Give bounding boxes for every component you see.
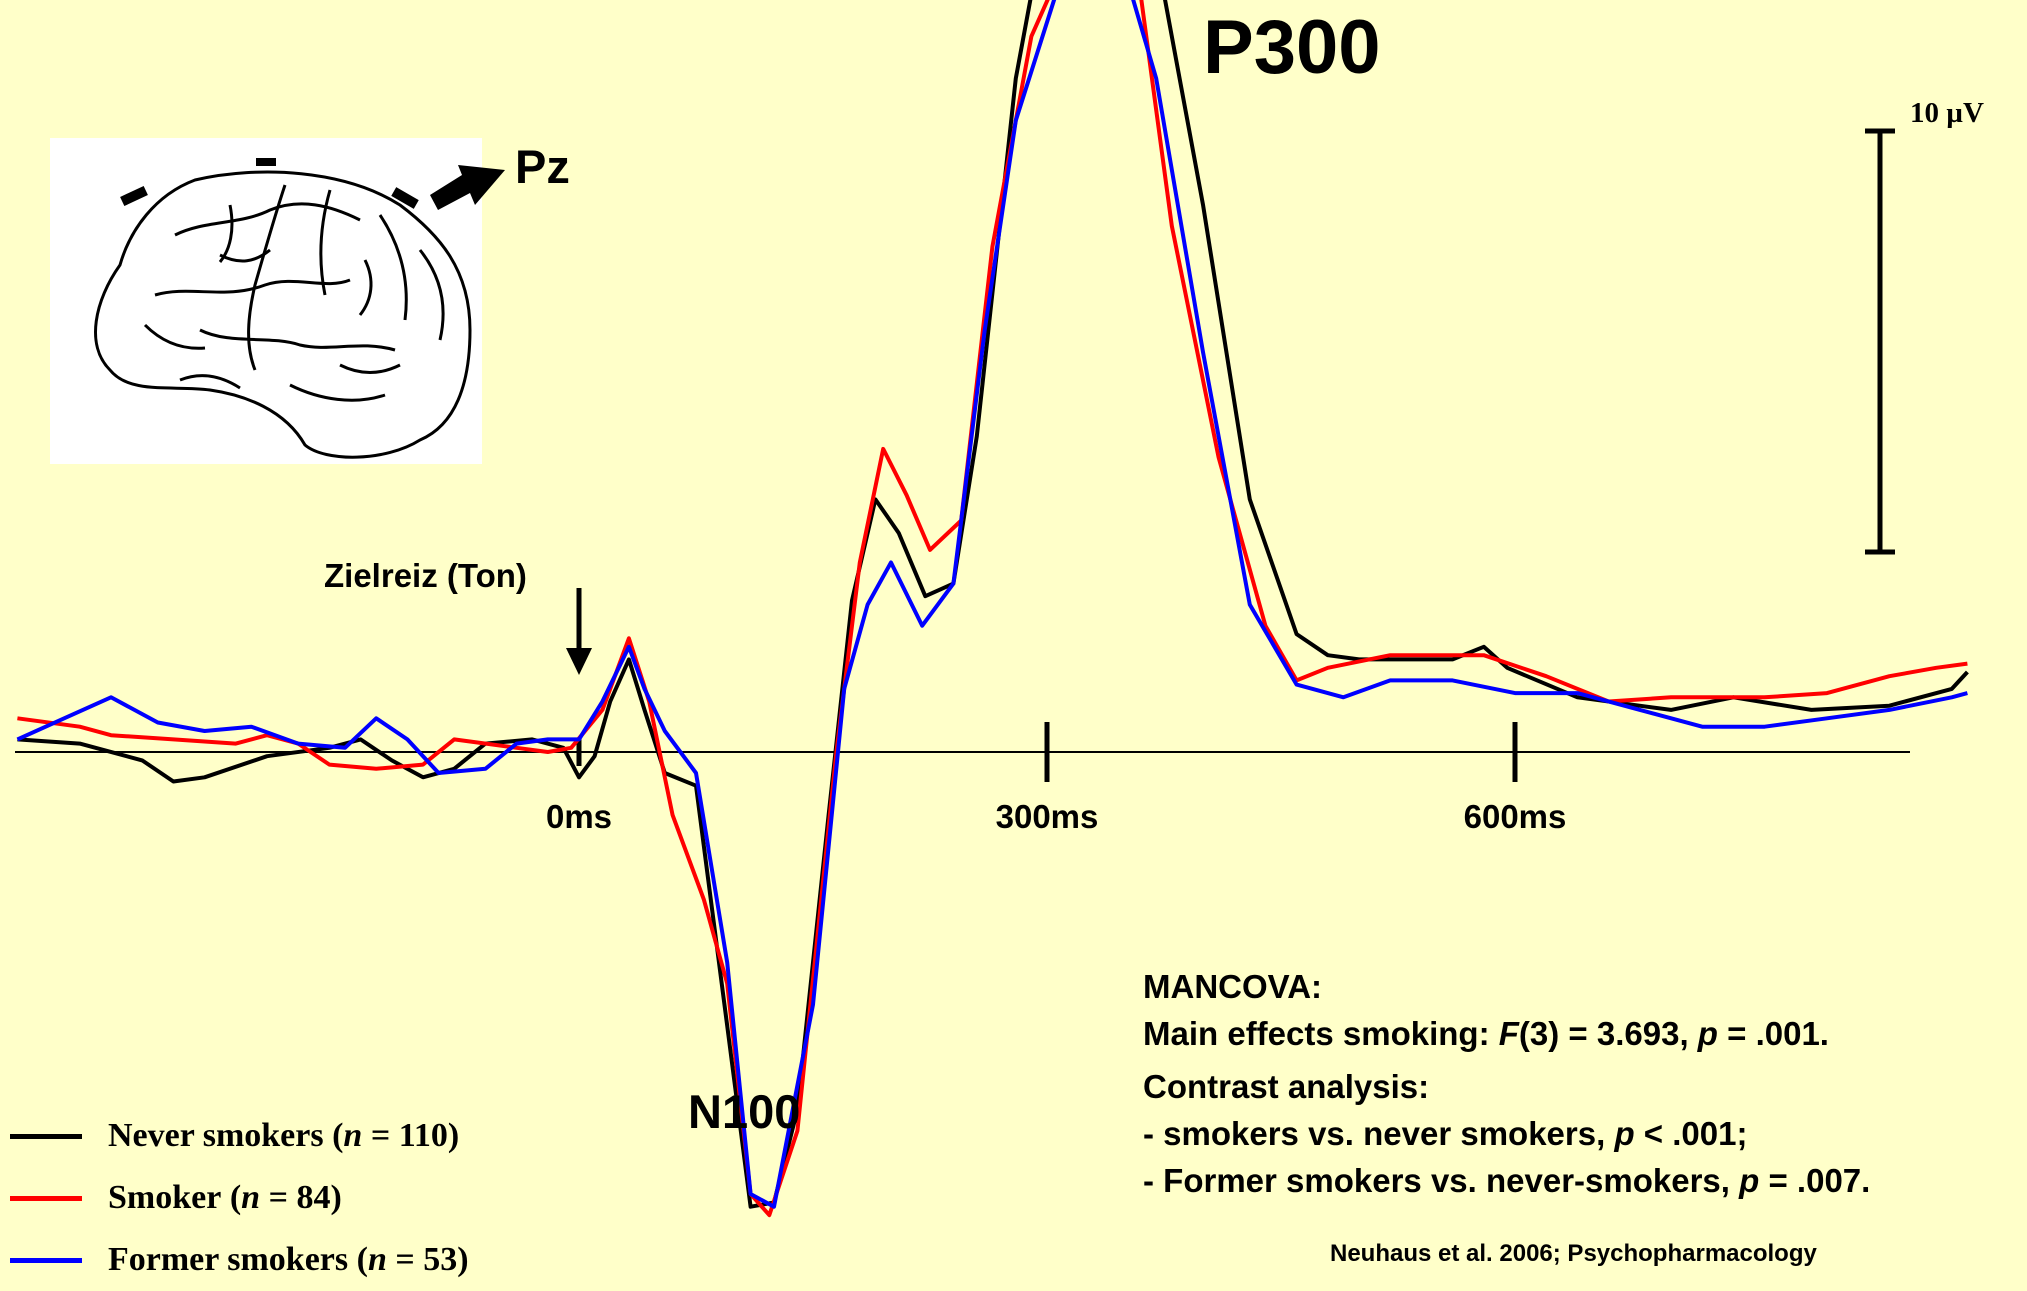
citation: Neuhaus et al. 2006; Psychopharmacology: [1330, 1240, 1817, 1267]
pz-arrow-icon: [430, 165, 505, 210]
electrode-marker: [120, 185, 148, 207]
scale-bar-label: 10 µV: [1910, 97, 1984, 129]
legend-swatch: [10, 1195, 82, 1201]
contrast1-p-letter: p: [1614, 1115, 1635, 1152]
contrast2-p-letter: p: [1739, 1162, 1760, 1199]
x-tick-label: 600ms: [1464, 798, 1567, 835]
stimulus-arrow-icon: [566, 648, 592, 675]
main-effect-line: Main effects smoking: F(3) = 3.693, p = …: [1143, 1010, 1870, 1057]
x-tick-label: 0ms: [546, 798, 612, 835]
electrode-marker-pz: [391, 187, 419, 209]
x-tick-label: 300ms: [996, 798, 1099, 835]
contrast2-p-value: = .007.: [1768, 1162, 1871, 1199]
x-ticks: [576, 722, 1518, 782]
legend-item: Never smokers (n = 110): [10, 1105, 469, 1167]
stimulus-label: Zielreiz (Ton): [324, 557, 527, 594]
main-effect-p-letter: p: [1697, 1015, 1718, 1052]
contrast-line-1: - smokers vs. never smokers, p < .001;: [1143, 1110, 1870, 1157]
legend-n-value: = 110: [370, 1117, 448, 1154]
legend-swatch: [10, 1257, 82, 1263]
brain-icon: [94, 170, 472, 459]
main-effect-label: Main effects smoking:: [1143, 1015, 1490, 1052]
series-line-former-smokers: [16, 0, 1968, 1209]
statistics-block: MANCOVA: Main effects smoking: F(3) = 3.…: [1143, 963, 1870, 1204]
legend-series-name: Never smokers: [108, 1117, 324, 1154]
legend-swatch: [10, 1133, 82, 1139]
series-line-smoker: [17, 0, 1968, 1218]
electrode-label: Pz: [515, 140, 570, 193]
legend-series-name: Former smokers: [108, 1241, 349, 1278]
n100-label: N100: [688, 1085, 800, 1138]
electrode-marker: [256, 158, 276, 166]
x-tick-labels: 0ms 300ms 600ms: [546, 798, 1566, 835]
chart-title: P300: [1203, 5, 1381, 90]
main-effect-p-value: = .001.: [1727, 1015, 1829, 1052]
series-lines: [16, 0, 1969, 1218]
legend: Never smokers (n = 110) Smoker (n = 84) …: [10, 1105, 469, 1291]
legend-n-value: = 53: [395, 1241, 458, 1278]
scale-bar: [1865, 128, 1895, 555]
mancova-heading: MANCOVA:: [1143, 968, 1323, 1005]
legend-item: Smoker (n = 84): [10, 1167, 469, 1229]
brain-illustration: [50, 138, 505, 464]
contrast2-label: - Former smokers vs. never-smokers,: [1143, 1162, 1730, 1199]
legend-n-value: = 84: [268, 1179, 331, 1216]
contrast-heading: Contrast analysis:: [1143, 1068, 1430, 1105]
legend-series-name: Smoker: [108, 1179, 222, 1216]
legend-n-letter: n: [343, 1117, 363, 1154]
main-effect-stat-letter: F: [1498, 1015, 1519, 1052]
contrast1-p-value: < .001;: [1643, 1115, 1748, 1152]
contrast-line-2: - Former smokers vs. never-smokers, p = …: [1143, 1157, 1870, 1204]
legend-n-letter: n: [367, 1241, 387, 1278]
brain-image-background: [50, 138, 482, 464]
legend-n-letter: n: [241, 1179, 261, 1216]
legend-item: Former smokers (n = 53): [10, 1229, 469, 1291]
contrast1-label: - smokers vs. never smokers,: [1143, 1115, 1606, 1152]
main-effect-stat: (3) = 3.693,: [1518, 1015, 1689, 1052]
